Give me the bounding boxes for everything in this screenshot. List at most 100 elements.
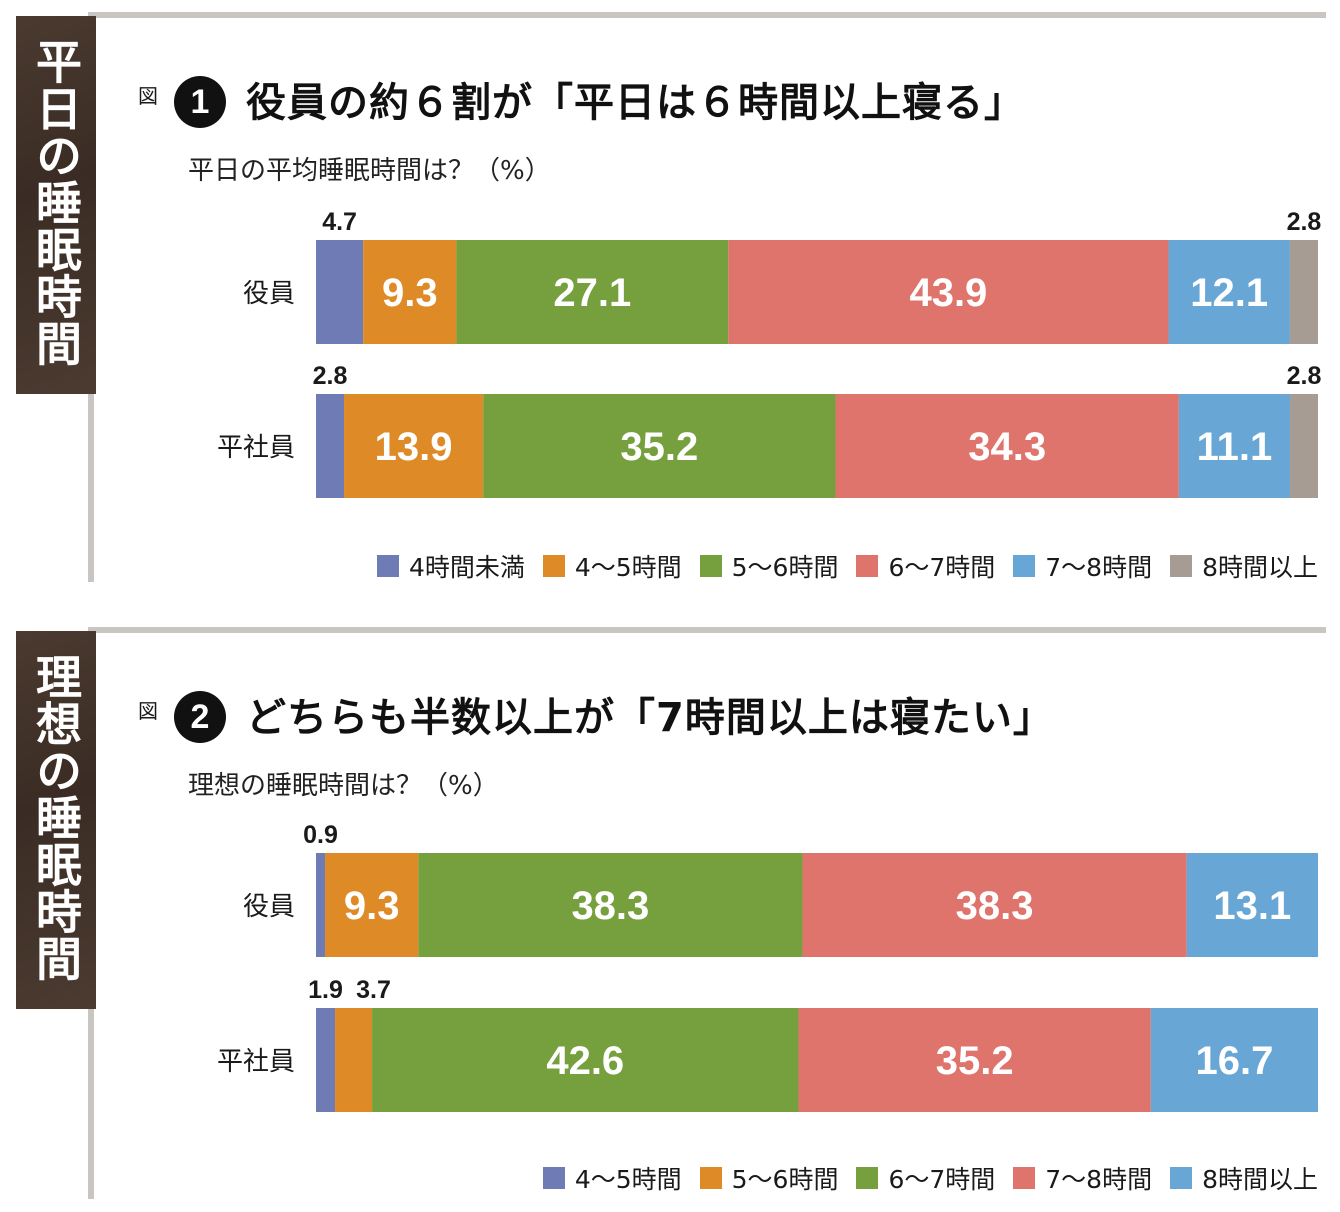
legend-item: 8時間以上	[1170, 1160, 1318, 1196]
bar-segment	[798, 1008, 1151, 1112]
chart-title: 役員の約６割が「平日は６時間以上寝る」	[246, 80, 1025, 126]
chart-subtitle: 理想の睡眠時間は？（%）	[188, 771, 499, 801]
legend-label: 8時間以上	[1202, 553, 1318, 582]
bar-segment	[1289, 240, 1318, 344]
legend-swatch	[1170, 1167, 1193, 1189]
data-label: 11.1	[1197, 425, 1273, 469]
side-tab: 理想の睡眠時間	[16, 631, 96, 1009]
side-tab: 平日の睡眠時間	[16, 16, 96, 394]
legend-label: 7～8時間	[1045, 553, 1153, 582]
data-label: 38.3	[956, 884, 1034, 928]
data-label: 34.3	[968, 425, 1046, 469]
data-label: 13.9	[375, 425, 453, 469]
data-label: 4.7	[322, 208, 357, 236]
bar-segment	[316, 394, 345, 498]
chart-legend: 4時間未満 4～5時間 5～6時間 6～7時間 7～8時間 8時間以上	[376, 548, 1318, 584]
bar-segment	[1178, 394, 1290, 498]
legend-item: 5～6時間	[699, 1160, 839, 1196]
legend-item: 4時間未満	[376, 548, 525, 584]
legend-item: 7～8時間	[1013, 1160, 1152, 1196]
chart-panel-1: 平日の睡眠時間 図 1 役員の約６割が「平日は６時間以上寝る」 平日の平均睡眠時…	[0, 0, 1340, 590]
legend-label: 6～7時間	[888, 1165, 996, 1194]
bar-segment	[316, 1008, 336, 1112]
top-rule	[88, 12, 1326, 18]
data-label: 9.3	[382, 271, 438, 315]
chart-subtitle: 平日の平均睡眠時間は？（%）	[188, 156, 551, 186]
bar-segment	[483, 394, 836, 498]
category-label: 役員	[243, 279, 295, 309]
data-label: 43.9	[909, 271, 987, 315]
data-label: 35.2	[620, 425, 698, 469]
bar-segment	[1150, 1008, 1318, 1112]
data-label: 2.8	[1287, 208, 1322, 236]
figure-label: 図	[138, 699, 158, 723]
legend-swatch	[699, 555, 722, 577]
data-label: 12.1	[1190, 271, 1268, 315]
legend-swatch	[699, 1167, 722, 1189]
bar-segment	[316, 240, 364, 344]
legend-swatch	[856, 1167, 879, 1189]
legend-swatch	[542, 1167, 565, 1189]
top-rule	[88, 627, 1326, 633]
legend-swatch	[1013, 1167, 1036, 1189]
legend-item: 4～5時間	[542, 548, 682, 584]
bar-segment	[1168, 240, 1290, 344]
legend-swatch	[856, 555, 879, 577]
chart-panel-2: 理想の睡眠時間 図 2 どちらも半数以上が「7時間以上は寝たい」 理想の睡眠時間…	[0, 615, 1340, 1212]
data-label: 3.7	[356, 976, 391, 1004]
data-label: 16.7	[1195, 1039, 1273, 1083]
bar-segment	[418, 853, 803, 957]
legend-item: 5～6時間	[699, 548, 839, 584]
bar-segment	[363, 240, 457, 344]
figure-number: 1	[174, 76, 226, 128]
category-label: 平社員	[217, 1047, 295, 1077]
data-label: 0.9	[303, 821, 338, 849]
legend-swatch	[542, 555, 565, 577]
data-label: 38.3	[571, 884, 649, 928]
bar-segment	[344, 394, 484, 498]
side-tab-label: 平日の睡眠時間	[29, 38, 83, 367]
bar-segment	[1289, 394, 1318, 498]
legend-item: 8時間以上	[1170, 548, 1318, 584]
bar-segment	[456, 240, 729, 344]
legend-swatch	[1013, 555, 1036, 577]
chart-legend: 4～5時間 5～6時間 6～7時間 7～8時間 8時間以上	[542, 1160, 1318, 1196]
data-label: 27.1	[553, 271, 631, 315]
figure-number: 2	[174, 691, 226, 743]
legend-item: 6～7時間	[856, 1160, 995, 1196]
bar-segment	[372, 1008, 799, 1112]
legend-label: 7～8時間	[1045, 1165, 1153, 1194]
bar-segment	[316, 853, 326, 957]
legend-item: 6～7時間	[856, 548, 995, 584]
legend-swatch	[1170, 555, 1193, 577]
bar-segment	[835, 394, 1179, 498]
category-label: 役員	[243, 892, 295, 922]
legend-label: 4～5時間	[574, 553, 682, 582]
stacked-bar-chart: 役員 0.9 9.3 38.3 38.3 13.1 平社員 1.9 3.7 42.6 35.2 16.…	[217, 821, 1318, 1112]
side-tab-label: 理想の睡眠時間	[29, 653, 83, 982]
legend-item: 7～8時間	[1013, 548, 1152, 584]
legend-label: 5～6時間	[731, 1165, 839, 1194]
data-label: 13.1	[1213, 884, 1291, 928]
legend-label: 5～6時間	[731, 553, 839, 582]
data-label: 2.8	[1287, 362, 1322, 390]
bar-segment	[802, 853, 1187, 957]
data-label: 2.8	[313, 362, 348, 390]
data-label: 9.3	[344, 884, 400, 928]
data-label: 1.9	[308, 976, 343, 1004]
data-label: 42.6	[546, 1039, 624, 1083]
legend-label: 8時間以上	[1202, 1165, 1318, 1194]
legend-item: 4～5時間	[542, 1160, 682, 1196]
legend-label: 4～5時間	[574, 1165, 682, 1194]
figure-label: 図	[138, 84, 158, 108]
legend-label: 4時間未満	[408, 553, 525, 582]
bar-segment	[325, 853, 419, 957]
legend-swatch	[376, 555, 399, 577]
category-label: 平社員	[217, 433, 295, 463]
bar-segment	[335, 1008, 373, 1112]
data-label: 35.2	[936, 1039, 1014, 1083]
stacked-bar-chart: 役員 4.7 9.3 27.1 43.9 12.1 2.8 平社員 2.8 13.9 35.2 34.…	[217, 208, 1322, 498]
bar-segment	[728, 240, 1169, 344]
legend-label: 6～7時間	[888, 553, 996, 582]
bar-segment	[1186, 853, 1318, 957]
